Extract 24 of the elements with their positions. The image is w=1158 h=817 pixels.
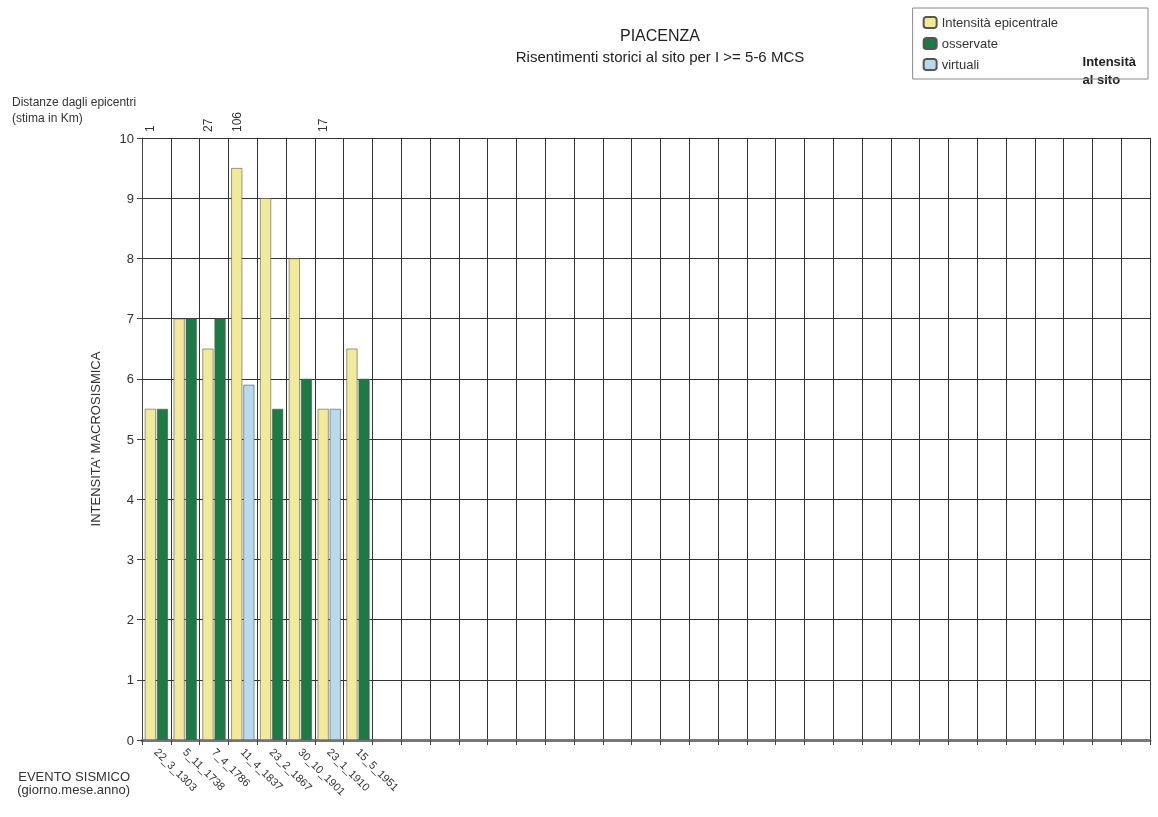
- chart-title: PIACENZA: [619, 26, 701, 44]
- y-tick-label: 8: [126, 250, 134, 266]
- legend-label: osservate: [941, 36, 999, 51]
- text: 27: [201, 118, 215, 132]
- text: 1: [143, 125, 158, 132]
- legend-label: Intensità epicentrale: [941, 15, 1059, 30]
- y-tick-label: 7: [126, 311, 134, 327]
- x-axis-title: EVENTO SISMICO (giorno.mese.anno): [17, 769, 130, 797]
- y-axis-title: INTENSITA' MACROSISMICA: [88, 351, 103, 527]
- y-tick-label: 1: [126, 672, 134, 688]
- y-tick-label: 4: [126, 491, 134, 507]
- y-tick-label: 3: [126, 551, 134, 567]
- text: 106: [229, 111, 244, 132]
- y-tick-label: 9: [126, 190, 134, 206]
- text: 17: [316, 118, 331, 132]
- legend-title: Intensità al sito: [1082, 53, 1137, 87]
- y-tick-label: 2: [126, 612, 134, 628]
- y-tick-label: 5: [126, 431, 134, 447]
- y-tick-label: 0: [126, 732, 134, 748]
- y-tick-label: 10: [119, 130, 134, 146]
- text: Distanze dagli epicentri (stima in Km): [12, 95, 137, 125]
- y-tick-label: 6: [126, 371, 134, 387]
- chart-subtitle: Risentimenti storici al sito per I >= 5-6 MCS: [515, 48, 805, 65]
- legend-label: virtuali: [941, 57, 980, 72]
